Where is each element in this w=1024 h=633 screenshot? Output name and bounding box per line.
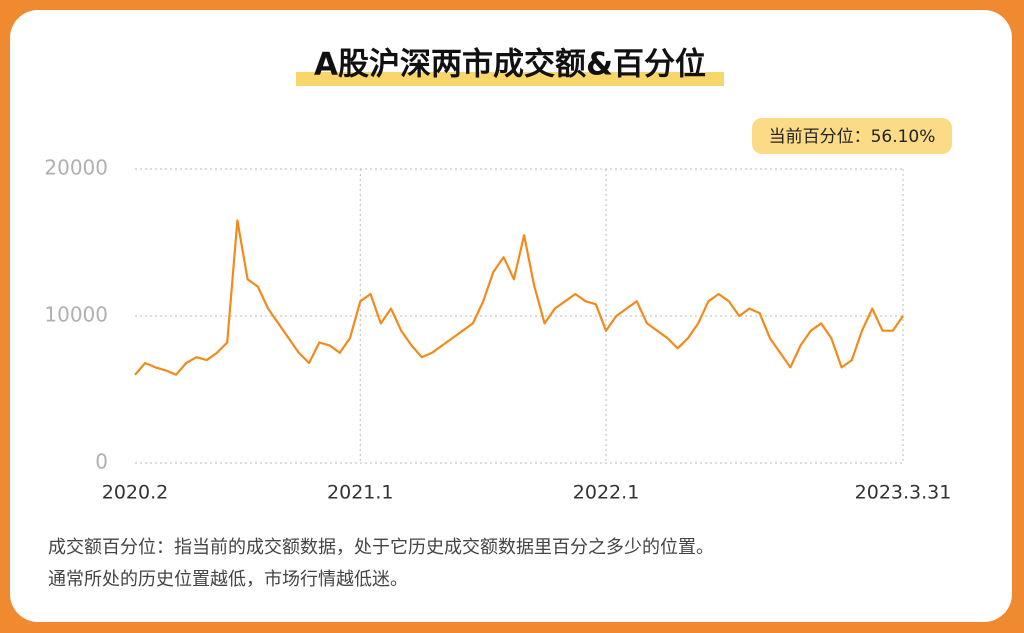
annotation-box bbox=[752, 118, 952, 154]
annotation: 当前百分位：56.10% bbox=[769, 127, 936, 147]
chart-title: A股沪深两市成交额&百分位 bbox=[314, 47, 706, 83]
x-tick-label: 2022.1 bbox=[573, 482, 639, 504]
note-line: 成交额百分位：指当前的成交额数据，处于它历史成交额数据里百分之多少的位置。 bbox=[48, 537, 714, 558]
y-tick-label: 10000 bbox=[44, 303, 108, 327]
y-tick-label: 20000 bbox=[44, 156, 108, 180]
x-tick-label: 2021.1 bbox=[327, 482, 393, 504]
y-tick-label: 0 bbox=[95, 450, 108, 474]
line-series bbox=[134, 219, 904, 376]
watermark: 银行螺丝钉 bbox=[910, 593, 1010, 617]
title-highlight bbox=[296, 72, 724, 86]
x-tick-label: 2020.2 bbox=[102, 482, 168, 504]
x-tick-label: 2023.3.31 bbox=[855, 482, 952, 504]
note-line: 通常所处的历史位置越低，市场行情越低迷。 bbox=[48, 569, 408, 590]
